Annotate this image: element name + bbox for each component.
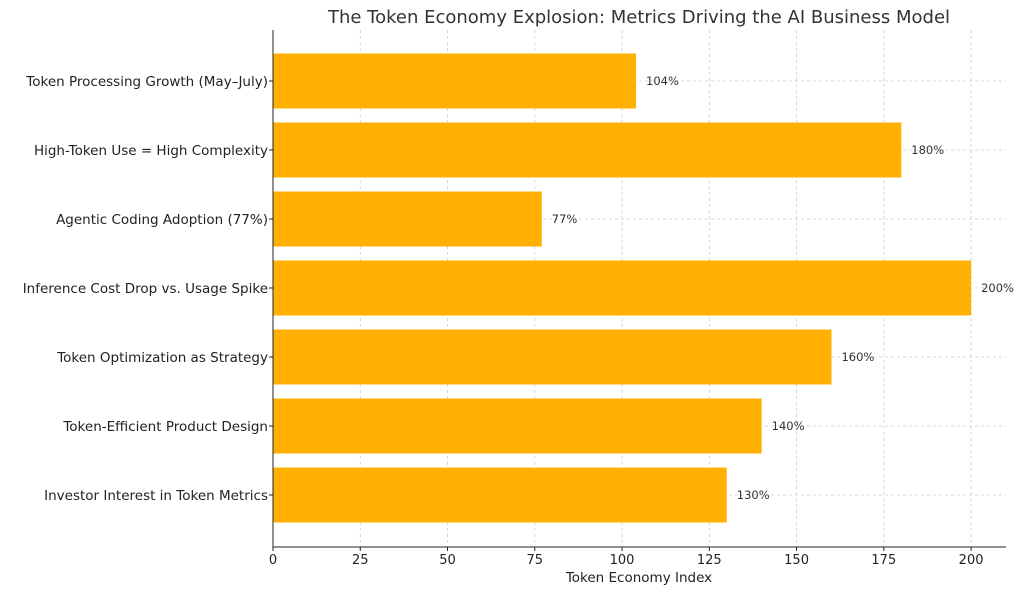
data-label: 180%: [911, 143, 944, 157]
x-tick-label: 75: [527, 553, 544, 568]
bar: [273, 398, 762, 454]
data-label: 130%: [737, 488, 770, 502]
bar: [273, 329, 832, 385]
x-tick-label: 50: [439, 553, 456, 568]
x-tick-label: 25: [352, 553, 369, 568]
y-tick-label: Token Processing Growth (May–July): [25, 74, 268, 90]
y-tick-label: Inference Cost Drop vs. Usage Spike: [23, 281, 268, 297]
x-tick-label: 150: [784, 553, 809, 568]
x-tick-label: 125: [697, 553, 722, 568]
bar: [273, 122, 902, 178]
x-tick-label: 100: [610, 553, 635, 568]
y-tick-label: Investor Interest in Token Metrics: [44, 488, 268, 504]
bar: [273, 260, 972, 316]
bar: [273, 467, 727, 523]
y-tick-label: Token-Efficient Product Design: [62, 419, 268, 435]
data-label: 160%: [841, 350, 874, 364]
data-label: 104%: [646, 74, 679, 88]
y-tick-label: High-Token Use = High Complexity: [34, 143, 268, 159]
y-tick-label: Token Optimization as Strategy: [56, 350, 268, 366]
data-label: 140%: [772, 419, 805, 433]
chart-title: The Token Economy Explosion: Metrics Dri…: [327, 7, 950, 28]
data-label: 200%: [981, 281, 1014, 295]
x-tick-label: 175: [871, 553, 896, 568]
x-tick-label: 0: [269, 553, 277, 568]
data-label: 77%: [552, 212, 578, 226]
bar: [273, 53, 637, 109]
y-tick-label: Agentic Coding Adoption (77%): [56, 212, 268, 228]
x-tick-label: 200: [959, 553, 984, 568]
bar: [273, 191, 542, 247]
x-axis-label: Token Economy Index: [565, 570, 712, 586]
